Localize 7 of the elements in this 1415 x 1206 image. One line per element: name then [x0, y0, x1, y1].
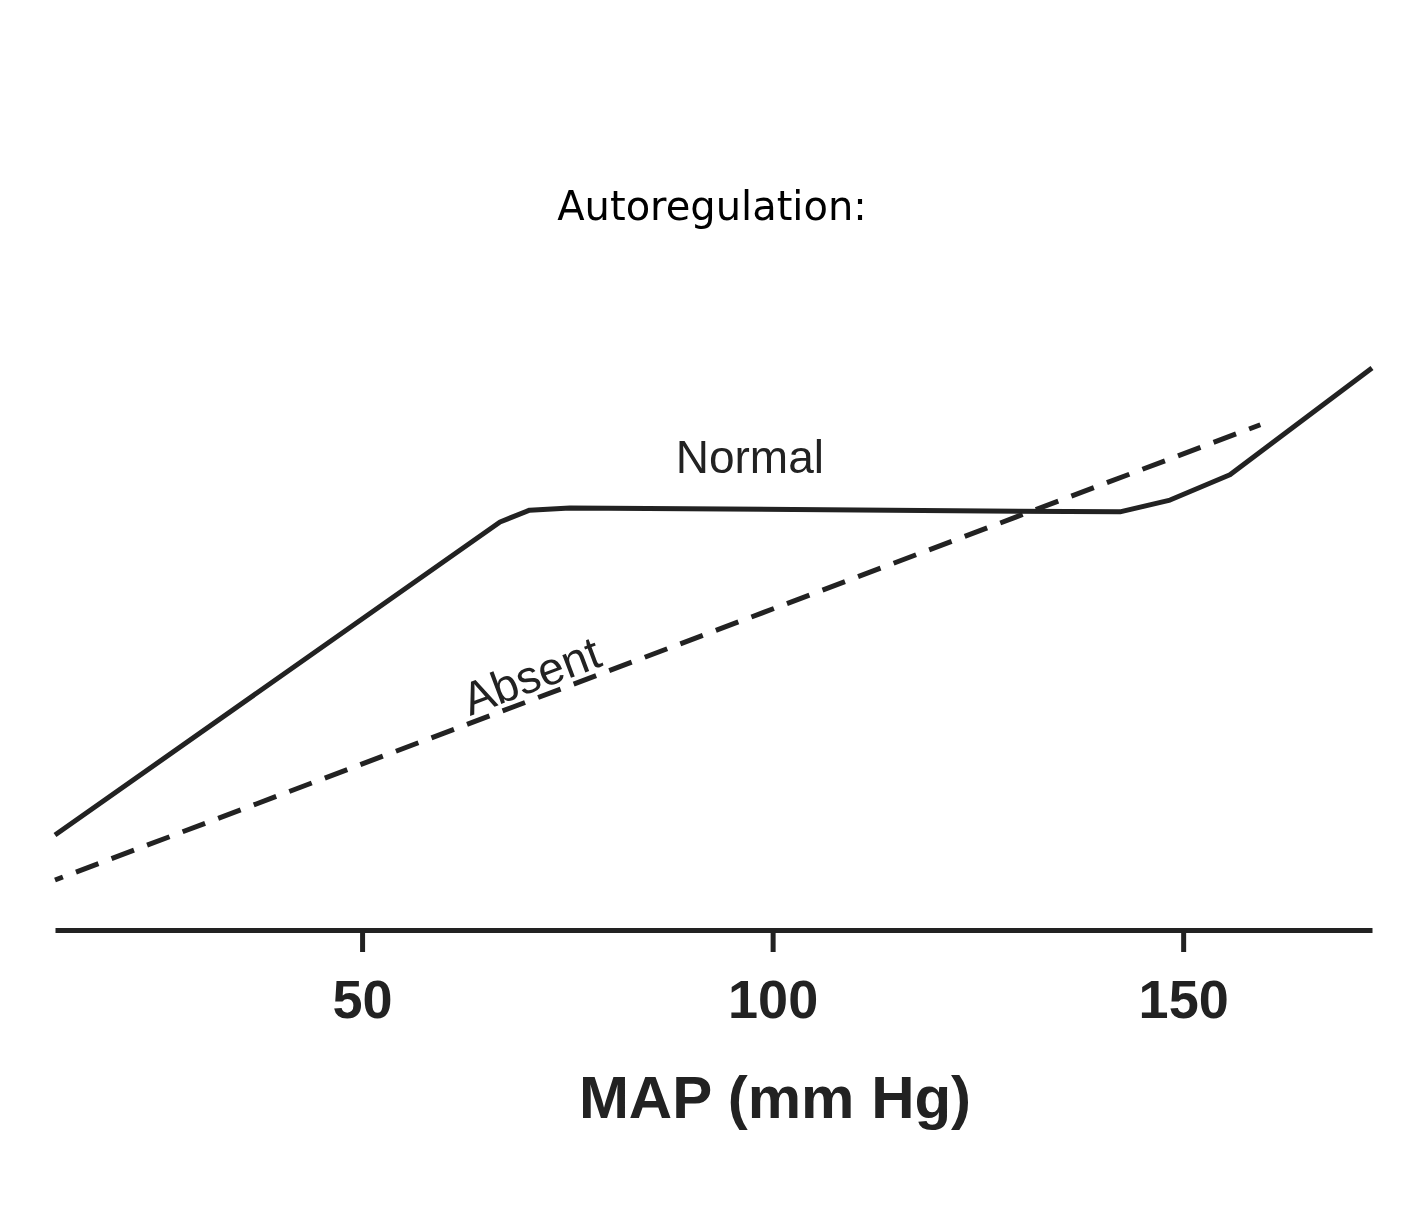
text: Absent — [455, 625, 608, 726]
series-label: Normal — [675, 430, 824, 483]
x-tick-label: 150 — [1138, 969, 1229, 1030]
x-tick-label: 50 — [332, 969, 393, 1030]
chart-title: Autoregulation: — [557, 183, 867, 229]
x-axis-title: MAP (mm Hg) — [578, 1064, 972, 1131]
x-tick-label: 100 — [728, 969, 819, 1030]
